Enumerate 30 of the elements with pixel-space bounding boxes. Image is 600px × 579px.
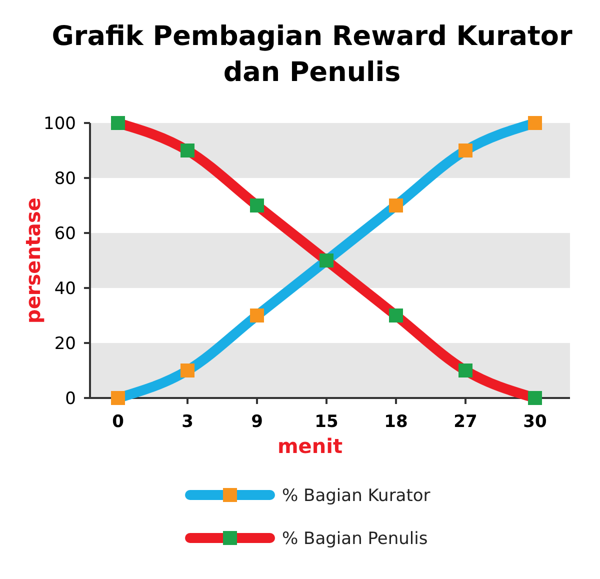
x-tick-label: 15 [314,412,338,432]
point [250,308,264,322]
y-tick-label: 40 [54,278,76,299]
y-tick-label: 20 [54,334,76,354]
x-tick-label: 30 [523,412,547,432]
chart-title: Grafik Pembagian Reward Kurator dan Penulis [52,21,573,88]
point [111,391,125,405]
legend-label: % Bagian Penulis [282,528,428,549]
y-tick-label: 0 [65,388,76,409]
x-tick-label: 3 [182,412,194,432]
point [528,391,542,405]
point [180,364,194,378]
x-axis-title: menit [277,434,343,458]
y-axis-title: persentase [21,198,45,324]
x-tick-label: 9 [251,412,263,432]
legend-label: % Bagian Kurator [282,486,430,506]
point [458,144,472,158]
point [180,144,194,158]
point [528,116,542,130]
x-tick-label: 18 [384,412,408,432]
x-tick-label: 0 [112,412,124,432]
x-tick-label: 27 [454,412,478,432]
point [458,364,472,378]
point [250,198,264,212]
y-tick-label: 80 [54,168,76,189]
point [111,116,125,130]
point [389,308,403,322]
point [389,198,403,212]
y-tick-label: 60 [54,224,76,244]
y-tick-label: 100 [44,114,76,134]
